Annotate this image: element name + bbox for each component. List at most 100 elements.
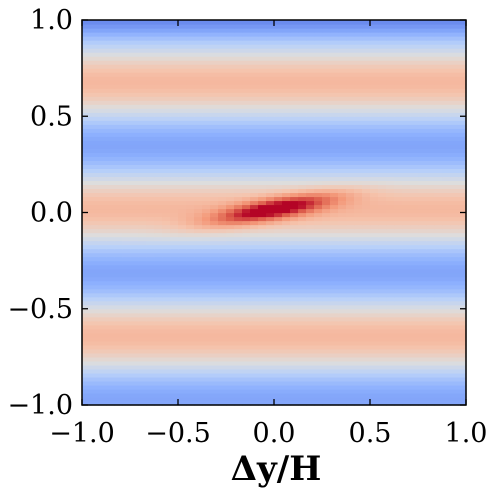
heatmap-cell — [402, 104, 411, 109]
heatmap-cell — [338, 304, 347, 310]
heatmap-cell — [130, 100, 139, 105]
heatmap-cell — [258, 228, 267, 234]
heatmap-cell — [442, 172, 451, 178]
heatmap-cell — [242, 320, 251, 326]
heatmap-cell — [306, 380, 315, 386]
heatmap-cell — [306, 372, 315, 378]
heatmap-cell — [146, 184, 155, 190]
heatmap-cell — [442, 96, 451, 101]
heatmap-cell — [202, 244, 211, 250]
heatmap-cell — [434, 20, 443, 25]
heatmap-cell — [354, 344, 363, 350]
heatmap-cell — [314, 316, 323, 322]
heatmap-cell — [362, 340, 371, 346]
heatmap-cell — [346, 304, 355, 310]
heatmap-cell — [106, 324, 115, 330]
heatmap-cell — [442, 128, 451, 133]
heatmap-cell — [410, 44, 419, 49]
heatmap-cell — [106, 112, 115, 117]
heatmap-cell — [330, 120, 339, 125]
heatmap-cell — [170, 400, 179, 406]
heatmap-cell — [282, 164, 291, 169]
heatmap-cell — [354, 124, 363, 129]
heatmap-cell — [202, 136, 211, 141]
heatmap-cell — [354, 320, 363, 326]
heatmap-cell — [234, 256, 243, 262]
heatmap-cell — [106, 236, 115, 242]
heatmap-cell — [202, 212, 211, 218]
heatmap-cell — [146, 104, 155, 109]
heatmap-cell — [346, 264, 355, 270]
heatmap-cell — [90, 176, 99, 182]
heatmap-cell — [282, 268, 291, 274]
heatmap-cell — [282, 312, 291, 318]
heatmap-cell — [274, 272, 283, 278]
heatmap-cell — [186, 152, 195, 157]
heatmap-cell — [418, 380, 427, 386]
heatmap-cell — [314, 40, 323, 45]
heatmap-cell — [354, 376, 363, 382]
heatmap-cell — [338, 388, 347, 394]
heatmap-cell — [226, 268, 235, 274]
heatmap-cell — [322, 84, 331, 89]
heatmap-cell — [330, 80, 339, 85]
heatmap-cell — [274, 184, 283, 190]
heatmap-cell — [266, 40, 275, 45]
heatmap-cell — [458, 220, 467, 226]
heatmap-cell — [306, 24, 315, 29]
heatmap-cell — [346, 104, 355, 109]
heatmap-cell — [154, 140, 163, 145]
heatmap-cell — [354, 168, 363, 173]
heatmap-cell — [98, 84, 107, 89]
heatmap-cell — [218, 156, 227, 161]
heatmap-cell — [370, 356, 379, 362]
heatmap-cell — [266, 348, 275, 354]
heatmap-cell — [346, 248, 355, 254]
heatmap-cell — [170, 368, 179, 374]
heatmap-cell — [378, 260, 387, 266]
heatmap-cell — [170, 152, 179, 157]
heatmap-cell — [98, 396, 107, 402]
heatmap-cell — [442, 164, 451, 169]
heatmap-cell — [122, 336, 131, 342]
heatmap-cell — [218, 32, 227, 37]
heatmap-cell — [386, 328, 395, 334]
heatmap-cell — [98, 368, 107, 374]
heatmap-cell — [458, 268, 467, 274]
heatmap-cell — [450, 244, 459, 250]
heatmap-cell — [306, 168, 315, 173]
heatmap-cell — [410, 352, 419, 358]
heatmap-cell — [202, 200, 211, 206]
heatmap-cell — [266, 164, 275, 169]
heatmap-cell — [298, 224, 307, 230]
heatmap-cell — [322, 264, 331, 270]
heatmap-cell — [274, 256, 283, 262]
heatmap-cell — [378, 76, 387, 81]
heatmap-cell — [314, 140, 323, 145]
heatmap-cell — [98, 296, 107, 302]
heatmap-cell — [330, 192, 339, 198]
heatmap-cell — [282, 24, 291, 29]
heatmap-cell — [218, 80, 227, 85]
heatmap-cell — [306, 84, 315, 89]
heatmap-cell — [90, 204, 99, 210]
heatmap-cell — [362, 180, 371, 186]
heatmap-cell — [314, 364, 323, 370]
heatmap-cell — [338, 372, 347, 378]
heatmap-cell — [330, 268, 339, 274]
heatmap-cell — [386, 192, 395, 198]
heatmap-cell — [386, 160, 395, 165]
heatmap-cell — [346, 316, 355, 322]
heatmap-cell — [378, 52, 387, 57]
heatmap-cell — [434, 320, 443, 326]
heatmap-cell — [210, 108, 219, 113]
heatmap-cell — [458, 52, 467, 57]
heatmap-cell — [138, 92, 147, 97]
heatmap-cell — [138, 376, 147, 382]
heatmap-cell — [274, 56, 283, 61]
heatmap-cell — [114, 188, 123, 194]
heatmap-cell — [106, 204, 115, 210]
heatmap-cell — [210, 388, 219, 394]
heatmap-cell — [210, 312, 219, 318]
heatmap-cell — [154, 248, 163, 254]
